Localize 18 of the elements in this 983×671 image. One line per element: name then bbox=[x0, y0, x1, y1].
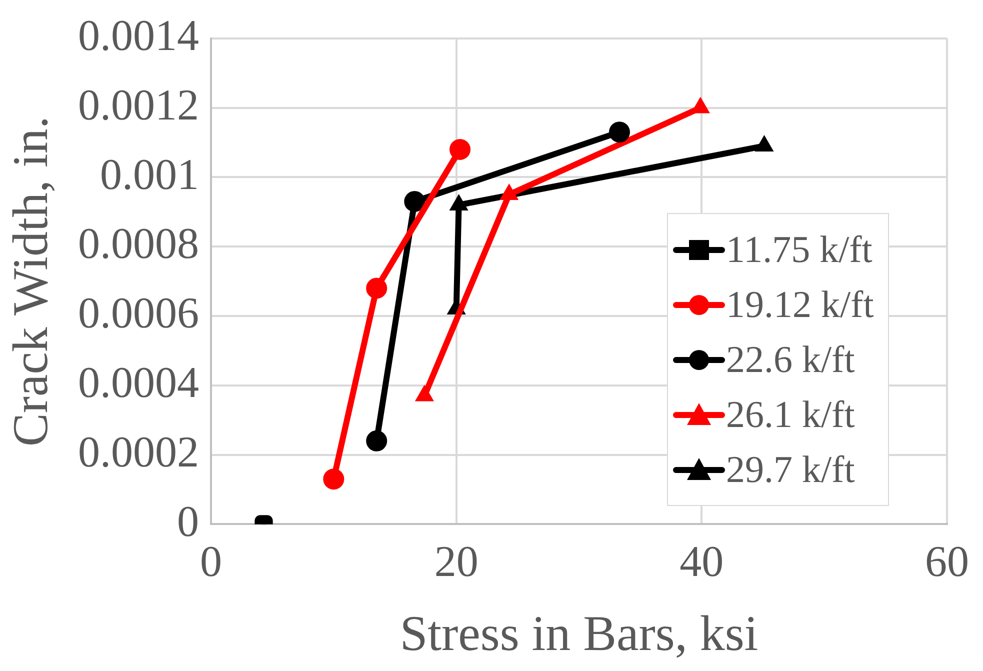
y-tick-label: 0.0004 bbox=[78, 358, 199, 407]
y-tick-label: 0 bbox=[177, 496, 199, 546]
x-tick-label: 60 bbox=[925, 537, 969, 586]
y-tick-label: 0.0006 bbox=[78, 288, 199, 338]
y-tick-label: 0.0014 bbox=[78, 10, 199, 60]
legend-label: 26.1 k/ft bbox=[726, 392, 855, 436]
legend-label: 29.7 k/ft bbox=[726, 448, 855, 492]
y-axis-title: Crack Width, in. bbox=[2, 116, 58, 446]
x-axis-title: Stress in Bars, ksi bbox=[400, 605, 758, 662]
y-tick-label: 0.0012 bbox=[78, 80, 199, 130]
y-tick-label: 0.0002 bbox=[78, 427, 199, 476]
x-tick-label: 20 bbox=[434, 537, 478, 586]
legend-label: 19.12 k/ft bbox=[726, 282, 874, 326]
legend-label: 11.75 k/ft bbox=[726, 228, 872, 272]
y-tick-label: 0.0008 bbox=[78, 219, 199, 268]
x-tick-label: 40 bbox=[680, 537, 724, 586]
y-tick-label: 0.001 bbox=[100, 150, 199, 199]
legend-label: 22.6 k/ft bbox=[726, 338, 855, 382]
